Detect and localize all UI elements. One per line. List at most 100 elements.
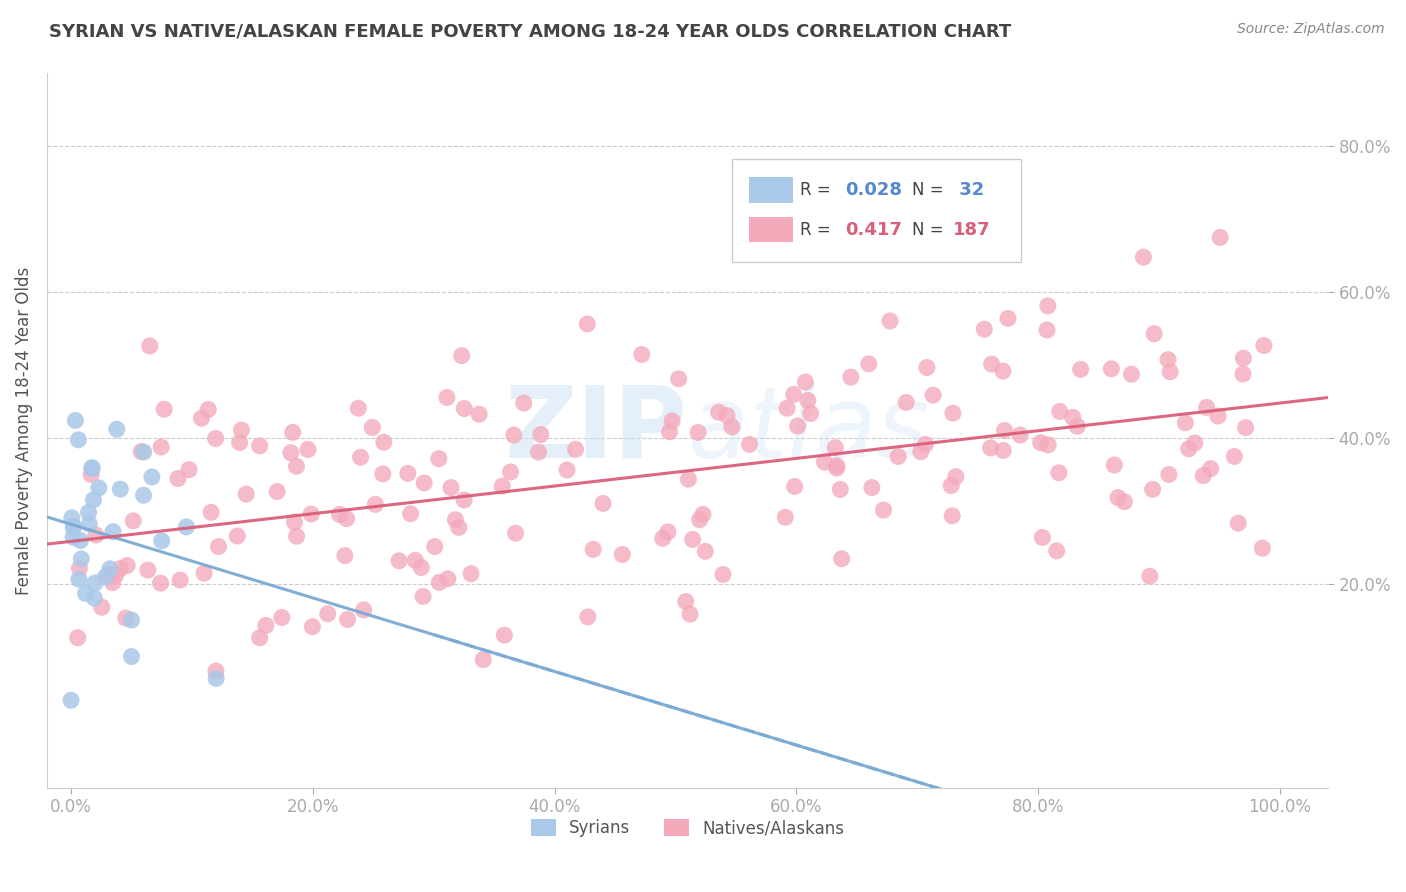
Point [1159, 365, 1181, 379]
Point [513, 396, 536, 410]
Point [167, 471, 190, 485]
Point [915, 360, 938, 375]
Point [993, 443, 1015, 458]
Point [205, 664, 228, 678]
Point [973, 322, 995, 336]
Point [825, 461, 848, 475]
Text: N =: N = [911, 220, 949, 238]
Point [83, 591, 105, 606]
Point [980, 357, 1002, 371]
Point [668, 372, 690, 386]
Point [651, 532, 673, 546]
Point [423, 540, 446, 554]
Point [1036, 323, 1059, 337]
Point [872, 503, 894, 517]
Text: 187: 187 [953, 220, 990, 238]
Point [887, 450, 910, 464]
Point [336, 612, 359, 626]
Point [564, 442, 586, 457]
Point [1070, 362, 1092, 376]
Point [105, 422, 128, 436]
Point [1209, 230, 1232, 244]
Point [80, 461, 103, 475]
Point [450, 349, 472, 363]
Point [738, 437, 761, 451]
Point [101, 575, 124, 590]
Point [797, 393, 820, 408]
Point [353, 603, 375, 617]
Point [94, 570, 117, 584]
Point [104, 568, 127, 582]
Point [453, 493, 475, 508]
Point [98, 567, 121, 582]
Point [62, 519, 84, 533]
Point [661, 414, 683, 428]
Point [141, 470, 163, 484]
Point [101, 524, 124, 539]
Point [941, 508, 963, 523]
Text: ZIP: ZIP [505, 382, 688, 479]
Point [176, 520, 198, 534]
Point [612, 548, 634, 562]
Point [280, 445, 302, 459]
Point [235, 487, 257, 501]
Point [682, 533, 704, 547]
Point [942, 406, 965, 420]
Point [129, 444, 152, 458]
Point [472, 652, 495, 666]
Point [204, 431, 226, 445]
Point [914, 437, 936, 451]
Point [1121, 367, 1143, 381]
Point [388, 554, 411, 568]
Point [679, 607, 702, 622]
Point [993, 424, 1015, 438]
Point [75, 586, 97, 600]
Point [530, 427, 553, 442]
Point [1234, 420, 1257, 434]
Point [695, 544, 717, 558]
Point [270, 610, 292, 624]
Point [110, 561, 132, 575]
Point [249, 439, 271, 453]
Point [576, 317, 599, 331]
Point [1049, 404, 1071, 418]
Point [254, 618, 277, 632]
Point [830, 483, 852, 497]
Point [440, 481, 463, 495]
Point [1174, 416, 1197, 430]
Point [283, 515, 305, 529]
Point [783, 479, 806, 493]
Y-axis label: Female Poverty Among 18-24 Year Olds: Female Poverty Among 18-24 Year Olds [15, 267, 32, 595]
Point [62, 530, 84, 544]
Point [121, 613, 143, 627]
Point [281, 425, 304, 440]
Point [285, 459, 308, 474]
Point [783, 387, 806, 401]
Point [80, 467, 103, 482]
Point [1099, 361, 1122, 376]
Point [1046, 544, 1069, 558]
Point [721, 420, 744, 434]
Point [60, 693, 83, 707]
Point [371, 467, 394, 481]
Point [60, 511, 83, 525]
Point [997, 311, 1019, 326]
Text: atlas: atlas [688, 382, 929, 479]
Point [1143, 326, 1166, 341]
Point [200, 505, 222, 519]
Point [62, 520, 84, 534]
Point [1031, 531, 1053, 545]
Point [1142, 483, 1164, 497]
Point [150, 533, 173, 548]
Point [716, 409, 738, 423]
Point [231, 423, 253, 437]
Point [858, 357, 880, 371]
Point [285, 529, 308, 543]
Point [69, 561, 91, 575]
Point [794, 375, 817, 389]
Text: 0.417: 0.417 [845, 220, 901, 238]
Point [114, 611, 136, 625]
Point [675, 594, 697, 608]
Point [831, 551, 853, 566]
Point [555, 463, 578, 477]
